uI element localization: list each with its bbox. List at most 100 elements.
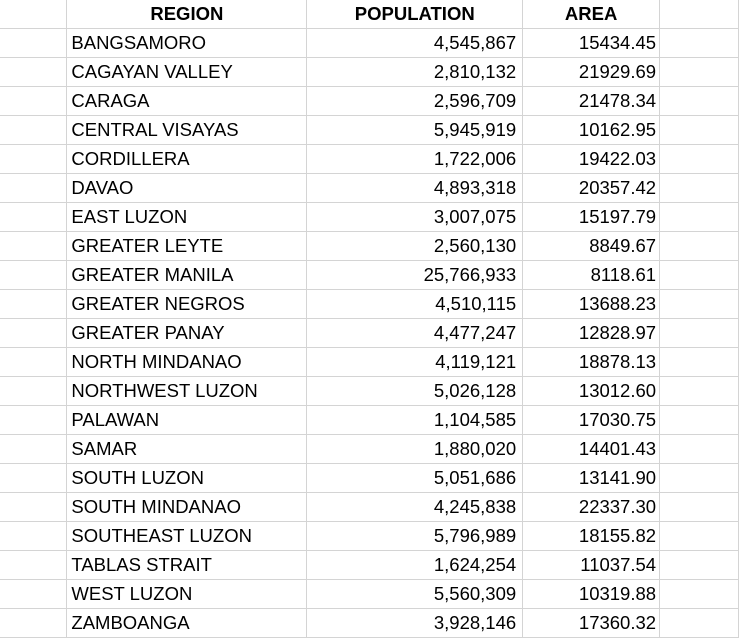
cell[interactable] — [0, 28, 68, 58]
population-cell[interactable]: 1,880,020 — [306, 434, 524, 464]
population-cell[interactable]: 4,477,247 — [306, 318, 524, 348]
area-cell[interactable]: 10319.88 — [522, 579, 661, 609]
population-cell[interactable]: 4,545,867 — [306, 28, 524, 58]
population-cell[interactable]: 5,945,919 — [306, 115, 524, 145]
cell[interactable] — [0, 463, 68, 493]
cell[interactable] — [0, 231, 68, 261]
area-cell[interactable]: 19422.03 — [522, 144, 661, 174]
cell[interactable] — [0, 260, 68, 290]
cell[interactable] — [0, 86, 68, 116]
cell[interactable] — [0, 173, 68, 203]
cell[interactable] — [659, 347, 739, 377]
area-cell[interactable]: 8118.61 — [522, 260, 661, 290]
region-cell[interactable]: GREATER NEGROS — [66, 289, 308, 319]
population-cell[interactable]: 4,245,838 — [306, 492, 524, 522]
area-cell[interactable]: 17360.32 — [522, 608, 661, 638]
area-cell[interactable]: 13688.23 — [522, 289, 661, 319]
population-cell[interactable]: 4,119,121 — [306, 347, 524, 377]
population-cell[interactable]: 2,596,709 — [306, 86, 524, 116]
area-cell[interactable]: 14401.43 — [522, 434, 661, 464]
region-cell[interactable]: DAVAO — [66, 173, 308, 203]
cell[interactable] — [0, 405, 68, 435]
cell[interactable] — [0, 376, 68, 406]
cell[interactable] — [659, 28, 739, 58]
population-cell[interactable]: 25,766,933 — [306, 260, 524, 290]
cell[interactable] — [0, 579, 68, 609]
population-cell[interactable]: 5,796,989 — [306, 521, 524, 551]
region-cell[interactable]: SOUTHEAST LUZON — [66, 521, 308, 551]
cell[interactable] — [0, 347, 68, 377]
area-cell[interactable]: 13141.90 — [522, 463, 661, 493]
cell[interactable] — [659, 144, 739, 174]
cell[interactable] — [659, 318, 739, 348]
region-cell[interactable]: GREATER PANAY — [66, 318, 308, 348]
cell[interactable] — [0, 550, 68, 580]
cell[interactable] — [0, 57, 68, 87]
area-cell[interactable]: 17030.75 — [522, 405, 661, 435]
area-cell[interactable]: 21929.69 — [522, 57, 661, 87]
cell[interactable] — [0, 115, 68, 145]
area-cell[interactable]: 21478.34 — [522, 86, 661, 116]
cell[interactable] — [659, 550, 739, 580]
population-cell[interactable]: 3,928,146 — [306, 608, 524, 638]
cell[interactable] — [659, 173, 739, 203]
cell[interactable] — [659, 405, 739, 435]
area-cell[interactable]: 18155.82 — [522, 521, 661, 551]
cell[interactable] — [0, 318, 68, 348]
area-cell[interactable]: 10162.95 — [522, 115, 661, 145]
population-cell[interactable]: 5,051,686 — [306, 463, 524, 493]
header-cell-area[interactable]: AREA — [522, 0, 661, 29]
population-cell[interactable]: 1,722,006 — [306, 144, 524, 174]
cell[interactable] — [659, 115, 739, 145]
population-cell[interactable]: 4,510,115 — [306, 289, 524, 319]
region-cell[interactable]: CAGAYAN VALLEY — [66, 57, 308, 87]
cell[interactable] — [659, 434, 739, 464]
area-cell[interactable]: 15434.45 — [522, 28, 661, 58]
region-cell[interactable]: PALAWAN — [66, 405, 308, 435]
cell[interactable] — [0, 0, 68, 29]
header-cell-region[interactable]: REGION — [66, 0, 308, 29]
region-cell[interactable]: SAMAR — [66, 434, 308, 464]
cell[interactable] — [659, 231, 739, 261]
area-cell[interactable]: 20357.42 — [522, 173, 661, 203]
area-cell[interactable]: 12828.97 — [522, 318, 661, 348]
cell[interactable] — [659, 0, 739, 29]
area-cell[interactable]: 13012.60 — [522, 376, 661, 406]
area-cell[interactable]: 22337.30 — [522, 492, 661, 522]
cell[interactable] — [659, 579, 739, 609]
cell[interactable] — [659, 289, 739, 319]
cell[interactable] — [0, 608, 68, 638]
cell[interactable] — [659, 202, 739, 232]
region-cell[interactable]: BANGSAMORO — [66, 28, 308, 58]
cell[interactable] — [0, 289, 68, 319]
area-cell[interactable]: 18878.13 — [522, 347, 661, 377]
region-cell[interactable]: ZAMBOANGA — [66, 608, 308, 638]
area-cell[interactable]: 8849.67 — [522, 231, 661, 261]
region-cell[interactable]: EAST LUZON — [66, 202, 308, 232]
region-cell[interactable]: SOUTH LUZON — [66, 463, 308, 493]
cell[interactable] — [659, 86, 739, 116]
cell[interactable] — [0, 492, 68, 522]
region-cell[interactable]: WEST LUZON — [66, 579, 308, 609]
region-cell[interactable]: NORTH MINDANAO — [66, 347, 308, 377]
cell[interactable] — [659, 608, 739, 638]
cell[interactable] — [0, 144, 68, 174]
cell[interactable] — [659, 260, 739, 290]
cell[interactable] — [659, 57, 739, 87]
population-cell[interactable]: 5,026,128 — [306, 376, 524, 406]
header-cell-population[interactable]: POPULATION — [306, 0, 524, 29]
region-cell[interactable]: GREATER MANILA — [66, 260, 308, 290]
region-cell[interactable]: TABLAS STRAIT — [66, 550, 308, 580]
region-cell[interactable]: CORDILLERA — [66, 144, 308, 174]
cell[interactable] — [659, 492, 739, 522]
cell[interactable] — [659, 463, 739, 493]
region-cell[interactable]: CARAGA — [66, 86, 308, 116]
cell[interactable] — [0, 202, 68, 232]
population-cell[interactable]: 2,560,130 — [306, 231, 524, 261]
cell[interactable] — [0, 434, 68, 464]
region-cell[interactable]: SOUTH MINDANAO — [66, 492, 308, 522]
population-cell[interactable]: 2,810,132 — [306, 57, 524, 87]
area-cell[interactable]: 15197.79 — [522, 202, 661, 232]
region-cell[interactable]: NORTHWEST LUZON — [66, 376, 308, 406]
population-cell[interactable]: 5,560,309 — [306, 579, 524, 609]
